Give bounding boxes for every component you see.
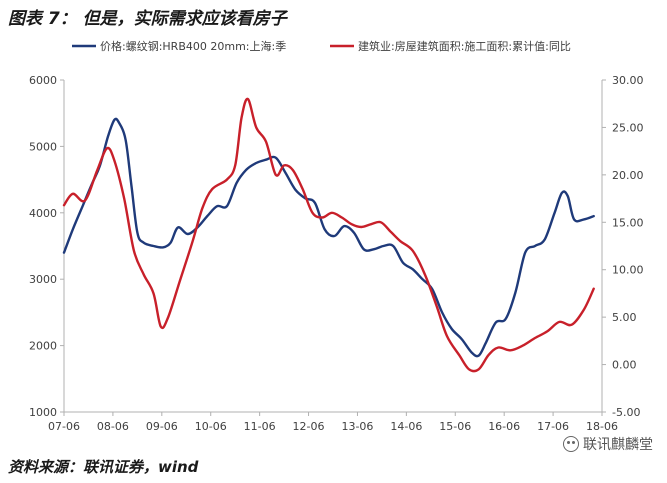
x-tick-label: 14-06 xyxy=(390,420,422,433)
wechat-icon xyxy=(563,436,579,452)
x-tick-label: 08-06 xyxy=(97,420,129,433)
axes: 1000 2000 3000 4000 5000 6000 -5.00 0.00 5.00 10.… xyxy=(29,74,644,433)
x-tick-label: 07-06 xyxy=(48,420,80,433)
series-lines xyxy=(62,97,595,373)
watermark-text: 联讯麒麟堂 xyxy=(583,437,653,453)
x-tick-label: 16-06 xyxy=(488,420,520,433)
x-tick-label: 09-06 xyxy=(146,420,178,433)
construction-area-yoy-line xyxy=(62,97,595,373)
x-tick-label: 15-06 xyxy=(439,420,471,433)
x-tick-label: 10-06 xyxy=(195,420,227,433)
right-y-tick-label: 0.00 xyxy=(612,359,637,372)
legend-label: 建筑业:房屋建筑面积:施工面积:累计值:同比 xyxy=(358,39,571,53)
right-y-tick-label: 10.00 xyxy=(612,264,644,277)
x-tick-label: 13-06 xyxy=(341,420,373,433)
right-y-tick-label: 20.00 xyxy=(612,169,644,182)
right-y-tick-label: 30.00 xyxy=(612,74,644,87)
legend-label: 价格:螺纹钢:HRB400 20mm:上海:季 xyxy=(100,39,286,53)
watermark: 联讯麒麟堂 xyxy=(563,434,653,454)
left-y-tick-label: 5000 xyxy=(29,140,57,153)
left-y-tick-label: 6000 xyxy=(29,74,57,87)
x-tick-label: 18-06 xyxy=(586,420,618,433)
x-tick-label: 12-06 xyxy=(293,420,325,433)
figure-title: 图表 7： 但是，实际需求应该看房子 xyxy=(8,9,287,29)
left-y-tick-label: 4000 xyxy=(29,207,57,220)
source-note: 资料来源：联讯证券，wind xyxy=(8,458,199,476)
legend: 价格:螺纹钢:HRB400 20mm:上海:季 建筑业:房屋建筑面积:施工面积:累… xyxy=(72,39,571,53)
right-y-tick-label: -5.00 xyxy=(612,406,640,419)
right-y-tick-label: 5.00 xyxy=(612,311,637,324)
left-y-tick-label: 3000 xyxy=(29,273,57,286)
left-y-tick-label: 2000 xyxy=(29,340,57,353)
x-tick-label: 11-06 xyxy=(244,420,276,433)
right-y-tick-label: 15.00 xyxy=(612,216,644,229)
left-y-tick-label: 1000 xyxy=(29,406,57,419)
right-y-tick-label: 25.00 xyxy=(612,121,644,134)
rebar-price-line xyxy=(62,117,595,358)
x-tick-label: 17-06 xyxy=(537,420,569,433)
